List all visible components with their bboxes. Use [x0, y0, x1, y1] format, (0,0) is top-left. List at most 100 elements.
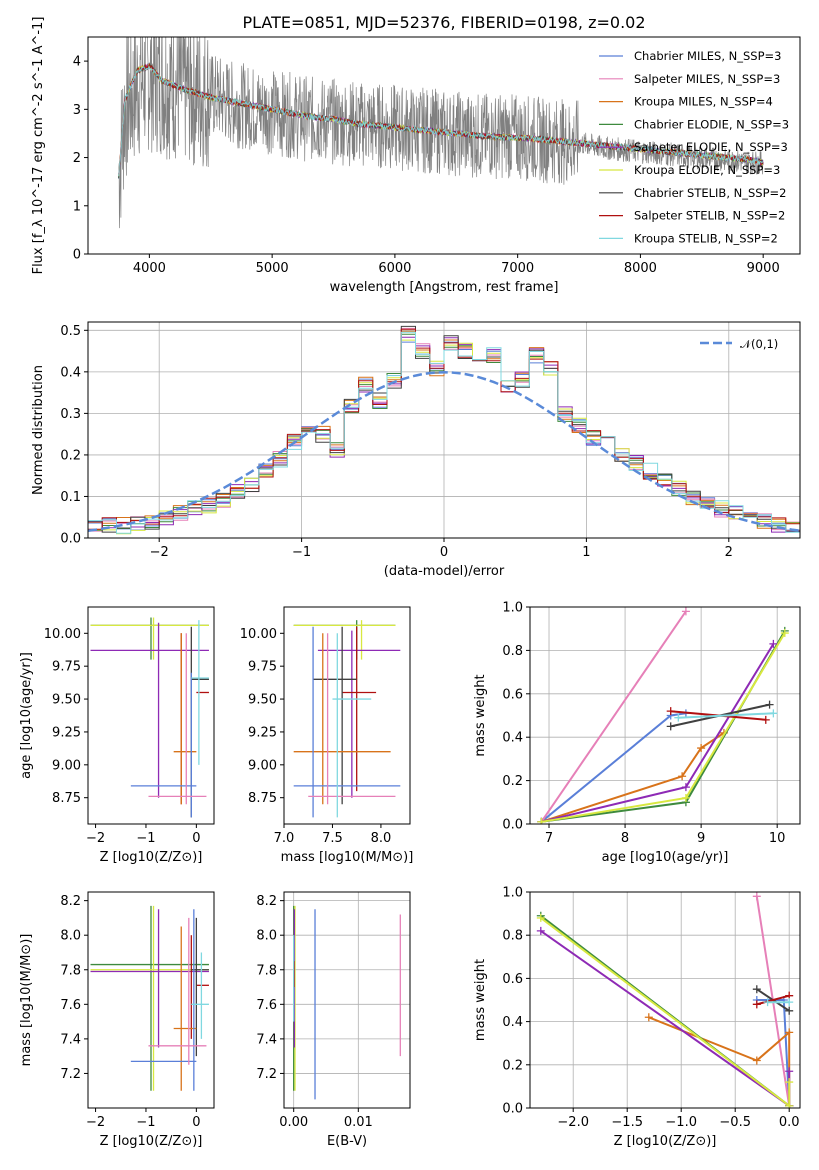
y-tick-label: 8.2: [60, 894, 81, 909]
x-tick-label: 2: [725, 545, 733, 560]
data-point-marker: [780, 629, 789, 638]
legend-label: Salpeter ELODIE, N_SSP=3: [634, 140, 788, 154]
plot-area: [118, 37, 764, 229]
panel-2: −2 −1 0 1 2 0.0 0.1 0.2 0.3 0.4 0.5 (data-model)/er…: [31, 321, 801, 579]
data-point-marker: [769, 639, 778, 648]
x-tick-label: 0.01: [344, 1115, 373, 1130]
x-axis-label: Z [log10(Z/Z⊙)]: [100, 1134, 203, 1149]
y-tick-label: 0.4: [60, 365, 81, 380]
data-point-marker: [674, 713, 683, 722]
x-tick-label: −1.5: [611, 1115, 643, 1130]
legend-label: 𝒩(0,1): [740, 337, 778, 351]
data-point-marker: [681, 783, 690, 792]
y-axis-label: mass weight: [473, 674, 488, 756]
series-line-6: [540, 917, 791, 1108]
series-line-8: [756, 994, 790, 1006]
series-line-1: [756, 999, 791, 1106]
y-tick-label: 0.4: [502, 1015, 523, 1030]
data-point-marker: [752, 892, 761, 901]
chart-title: PLATE=0851, MJD=52376, FIBERID=0198, z=0…: [242, 13, 645, 32]
x-tick-label: −2: [86, 831, 105, 846]
data-point-marker: [785, 1101, 794, 1108]
panel-5: 7 8 9 10 0.0 0.2 0.4 0.6 0.8 1.0 age [log10(age/yr…: [473, 601, 801, 865]
y-tick-label: 0.2: [502, 774, 523, 789]
data-point-marker: [752, 1000, 761, 1009]
data-point-marker: [769, 709, 778, 718]
y-tick-label: 8.2: [256, 894, 277, 909]
x-tick-label: 0: [440, 545, 448, 560]
y-tick-label: 9.00: [52, 758, 81, 773]
axes-frame: [283, 891, 411, 1109]
x-axis-label: Z [log10(Z/Z⊙)]: [614, 1134, 717, 1149]
y-axis-label: mass weight: [473, 959, 488, 1041]
panel-1: 4000 5000 6000 7000 8000 9000 0 1 2 3 4 wavelength …: [31, 13, 801, 295]
y-tick-label: 0.1: [60, 490, 81, 505]
panel-4: 7.0 7.5 8.0 8.75 9.00 9.25 9.50 9.75 10.00 mass […: [240, 606, 413, 865]
data-point-marker: [681, 607, 690, 616]
y-axis-label: mass [log10(M/M⊙)]: [19, 934, 34, 1067]
y-tick-label: 1: [73, 199, 81, 214]
data-point-marker: [536, 926, 545, 935]
x-tick-label: −1: [136, 1115, 155, 1130]
y-tick-label: 3: [73, 103, 81, 118]
x-tick-label: −0.5: [719, 1115, 751, 1130]
x-tick-label: 7.0: [274, 831, 295, 846]
legend: Chabrier MILES, N_SSP=3 Salpeter MILES, N…: [599, 49, 789, 245]
y-tick-label: 1.0: [502, 886, 523, 901]
y-tick-label: 8.0: [60, 929, 81, 944]
y-tick-label: 7.4: [60, 1032, 81, 1047]
axes-frame: [87, 606, 215, 825]
x-tick-label: 4000: [133, 261, 166, 276]
legend-label: Kroupa ELODIE, N_SSP=3: [634, 163, 780, 177]
data-point-marker: [765, 700, 774, 709]
panel-6: −2 −1 0 7.2 7.4 7.6 7.8 8.0 8.2 Z [log10(Z/Z⊙)] ma…: [19, 891, 215, 1149]
x-axis-label: age [log10(age/yr)]: [602, 850, 729, 865]
plot-area: [90, 617, 209, 818]
x-tick-label: −1: [292, 545, 311, 560]
series-line-9: [678, 712, 774, 719]
x-tick-label: 0: [192, 831, 200, 846]
y-tick-label: 0.0: [502, 818, 523, 833]
x-tick-label: 8: [621, 831, 629, 846]
data-point-marker: [678, 772, 687, 781]
x-axis-label: (data-model)/error: [384, 564, 505, 579]
series-line-3: [541, 732, 725, 823]
x-tick-label: −1.0: [665, 1115, 697, 1130]
legend-label: Chabrier MILES, N_SSP=3: [634, 49, 781, 63]
axes-frame: [87, 891, 215, 1109]
data-point-marker: [536, 913, 545, 922]
y-tick-label: 0.8: [502, 929, 523, 944]
x-tick-label: 9: [697, 831, 705, 846]
x-tick-label: 8.0: [371, 831, 392, 846]
x-tick-label: 6000: [378, 261, 411, 276]
data-point-marker: [763, 998, 772, 1007]
x-axis-label: wavelength [Angstrom, rest frame]: [330, 280, 559, 295]
axes-frame: [529, 606, 801, 825]
axes-frame: [283, 606, 411, 825]
y-tick-label: 9.50: [248, 693, 277, 708]
x-tick-label: 0.0: [779, 1115, 800, 1130]
x-tick-label: −1: [136, 831, 155, 846]
legend-label: Kroupa MILES, N_SSP=4: [634, 95, 773, 109]
series-line-5: [540, 930, 791, 1108]
x-tick-label: 8000: [624, 261, 657, 276]
y-tick-label: 7.6: [60, 998, 81, 1013]
y-tick-label: 8.75: [52, 791, 81, 806]
y-tick-label: 7.2: [256, 1067, 277, 1082]
plot-area: [293, 905, 401, 1100]
y-tick-label: 0.0: [502, 1102, 523, 1117]
series-line-2: [540, 610, 687, 823]
y-tick-label: 9.25: [248, 725, 277, 740]
axes-frame: [529, 891, 801, 1109]
legend-label: Chabrier STELIB, N_SSP=2: [634, 186, 786, 200]
x-tick-label: −2: [86, 1115, 105, 1130]
y-tick-label: 8.0: [256, 929, 277, 944]
y-tick-label: 8.75: [248, 791, 277, 806]
y-tick-label: 7.8: [256, 963, 277, 978]
plot-area: [536, 892, 794, 1108]
legend-label: Chabrier ELODIE, N_SSP=3: [634, 117, 789, 131]
data-point-marker: [761, 715, 770, 724]
data-point-marker: [785, 1078, 794, 1087]
data-point-marker: [752, 985, 761, 994]
